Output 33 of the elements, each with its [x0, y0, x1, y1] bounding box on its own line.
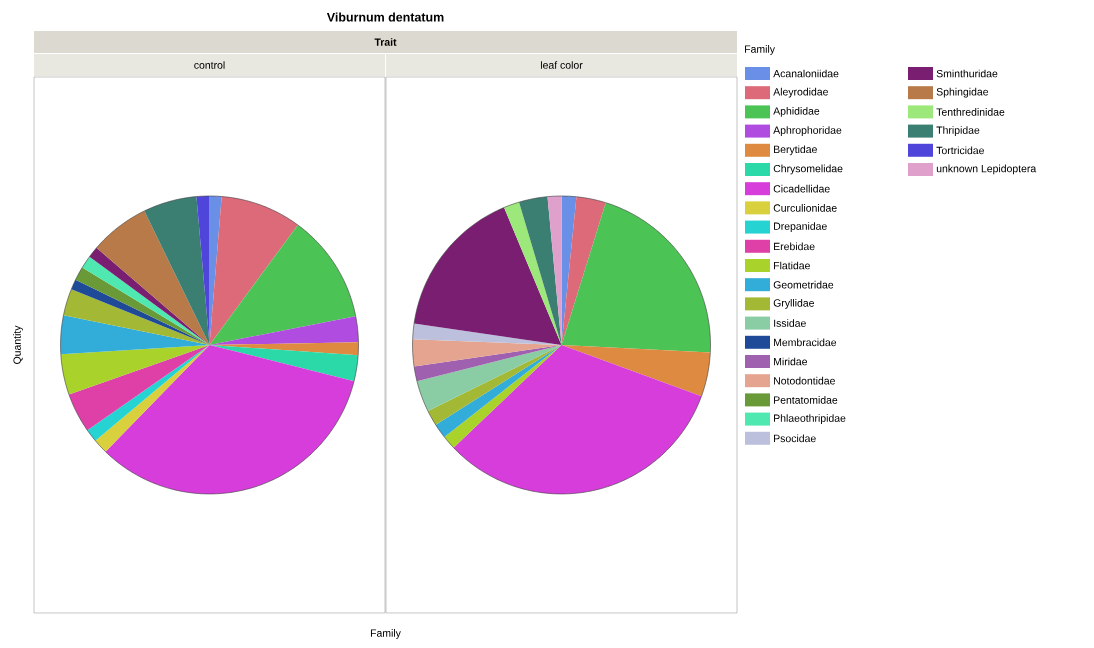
- text: Quantity: [13, 325, 23, 364]
- text: Family: [370, 629, 401, 639]
- legend-label: Sphingidae: [936, 87, 989, 98]
- legend-label: Tortricidae: [936, 146, 984, 155]
- legend-label: Berytidae: [774, 145, 817, 156]
- legend-label: Drepanidae: [774, 222, 827, 232]
- legend-label: Tenthredinidae: [936, 108, 1005, 116]
- text: Viburnum dentatum: [326, 12, 444, 22]
- legend-label: Erebidae: [774, 242, 815, 251]
- legend-label: Geometridae: [773, 280, 834, 289]
- legend-label: Cicadellidae: [773, 184, 830, 193]
- legend-label: Issidae: [774, 319, 806, 327]
- legend-label: Notodontidae: [774, 376, 835, 385]
- chart-title: leaf color: [540, 61, 583, 69]
- legend-label: Thripidae: [936, 126, 980, 136]
- legend-label: unknown Lepidoptera: [936, 164, 1037, 175]
- legend-label: Aleyrodidae: [773, 87, 828, 98]
- legend-label: Gryllidae: [773, 299, 814, 309]
- legend-label: Flatidae: [774, 261, 810, 270]
- text: Trait: [374, 38, 397, 46]
- legend-label: Membracidae: [774, 338, 837, 347]
- legend-label: Pentatomidae: [774, 396, 838, 404]
- legend-label: Phlaeothripidae: [774, 414, 846, 424]
- legend-label: Curculionidae: [773, 204, 837, 212]
- legend-label: Sminthuridae: [936, 69, 998, 78]
- legend-label: Chrysomelidae: [773, 164, 843, 175]
- legend-label: Acanaloniidae: [773, 69, 839, 78]
- legend-label: Aphrophoridae: [773, 126, 842, 136]
- legend-label: Aphididae: [773, 107, 820, 117]
- legend-label: Psocidae: [774, 434, 816, 443]
- legend-label: Miridae: [774, 357, 808, 366]
- legend-title: Family: [745, 45, 775, 55]
- chart-title: control: [194, 61, 225, 69]
